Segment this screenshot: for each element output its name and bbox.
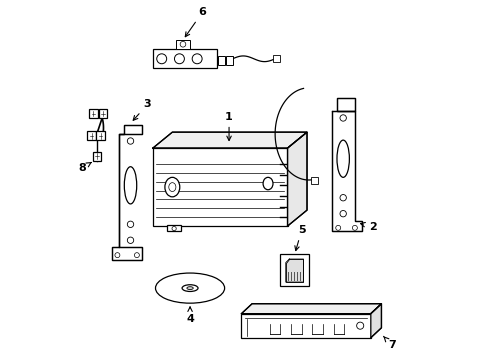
Bar [242,314,371,338]
Polygon shape [288,132,307,226]
Circle shape [127,138,134,144]
Bar [167,225,181,231]
Ellipse shape [155,273,224,303]
Polygon shape [242,304,381,314]
Circle shape [127,221,134,228]
Bar [273,55,280,62]
Bar [89,109,98,118]
Ellipse shape [337,140,349,177]
Circle shape [180,41,186,47]
Circle shape [340,115,346,121]
Text: 7: 7 [384,336,396,350]
Circle shape [352,225,357,230]
Ellipse shape [182,285,198,292]
Circle shape [357,322,364,329]
Ellipse shape [187,287,193,289]
Bar [87,131,96,140]
Text: 6: 6 [185,7,206,37]
Bar [153,148,288,226]
Text: 3: 3 [133,99,151,120]
Text: 2: 2 [361,222,376,231]
Polygon shape [153,132,307,148]
Polygon shape [371,304,381,338]
Polygon shape [112,125,142,260]
Circle shape [127,237,134,243]
Bar [96,131,105,140]
Circle shape [174,54,184,64]
Circle shape [134,253,139,258]
Circle shape [192,54,202,64]
Ellipse shape [124,167,137,204]
Circle shape [172,226,176,231]
Text: 5: 5 [295,225,306,251]
Bar [98,109,107,118]
Circle shape [115,253,120,258]
Text: 8: 8 [78,162,91,173]
Bar [176,40,190,49]
Bar [153,49,217,68]
Ellipse shape [169,183,176,192]
Circle shape [157,54,167,64]
Bar [219,56,225,65]
Bar [93,152,101,161]
Text: 4: 4 [186,307,194,324]
Polygon shape [286,259,303,282]
Bar [311,177,318,184]
Circle shape [340,194,346,201]
Ellipse shape [165,177,180,197]
Text: 1: 1 [225,112,233,140]
Circle shape [340,211,346,217]
Bar [280,255,309,286]
Bar [226,56,233,65]
Circle shape [336,225,341,230]
Ellipse shape [263,177,273,190]
Polygon shape [332,99,362,231]
